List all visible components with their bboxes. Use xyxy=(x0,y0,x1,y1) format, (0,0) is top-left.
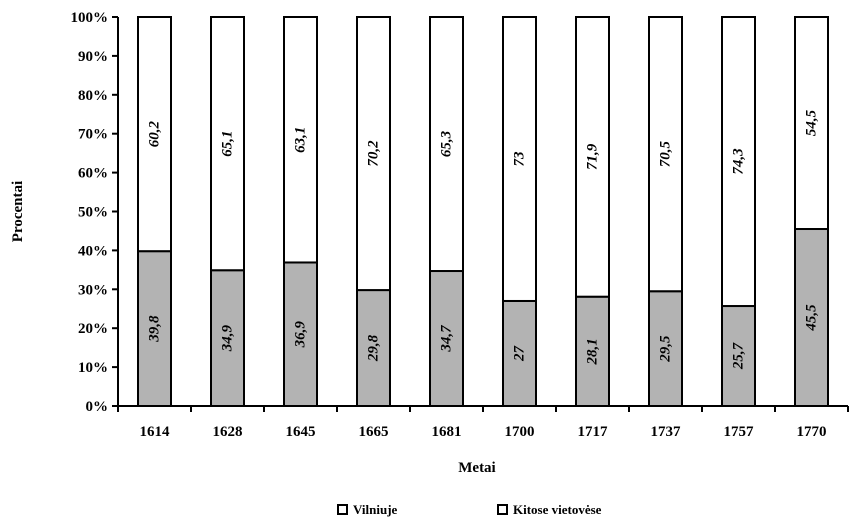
data-label: 70,2 xyxy=(366,140,382,167)
data-label: 27 xyxy=(512,345,528,362)
y-tick-label: 50% xyxy=(78,205,108,221)
x-tick-label: 1700 xyxy=(505,424,535,440)
bar-segment-kitose-vietovese xyxy=(721,16,756,308)
x-tick-label: 1665 xyxy=(359,424,389,440)
bar-segment-kitose-vietovese xyxy=(794,16,829,231)
data-label: 29,8 xyxy=(366,334,382,362)
bar-segment-vilniuje xyxy=(721,305,756,408)
y-tick-label: 40% xyxy=(78,243,108,259)
data-label: 34,9 xyxy=(220,324,236,352)
data-label: 45,5 xyxy=(804,304,820,332)
legend-item-vilniuje: Vilniuje xyxy=(337,502,398,517)
data-label: 70,5 xyxy=(658,140,674,167)
data-label: 54,5 xyxy=(804,109,820,136)
bar-segment-kitose-vietovese xyxy=(429,16,464,273)
y-tick-label: 20% xyxy=(78,321,108,337)
bar-segment-vilniuje xyxy=(502,299,537,407)
x-tick-label: 1681 xyxy=(432,424,462,440)
data-label: 65,1 xyxy=(220,130,236,156)
legend-swatch-vilniuje xyxy=(337,504,348,515)
x-tick-label: 1757 xyxy=(724,424,755,440)
y-tick-label: 0% xyxy=(86,399,109,415)
bar-segment-vilniuje xyxy=(137,250,172,407)
y-tick-label: 100% xyxy=(71,10,109,26)
y-tick-label: 80% xyxy=(78,88,108,104)
data-label: 29,5 xyxy=(658,335,674,363)
x-tick-label: 1628 xyxy=(213,424,243,440)
bars-layer: 39,8 60,2 34,9 65,1 36,9 63,1 29,8 70,2 34,7 65,3… xyxy=(137,16,829,408)
legend-item-kitose-vietovese: Kitose vietovėse xyxy=(497,502,602,517)
y-axis-title: Procentai xyxy=(10,181,26,242)
legend-label-vilniuje: Vilniuje xyxy=(353,502,398,517)
data-label: 74,3 xyxy=(731,148,747,175)
data-label: 71,9 xyxy=(585,143,601,170)
bar-segment-kitose-vietovese xyxy=(575,16,610,298)
bar-segment-kitose-vietovese xyxy=(356,16,391,292)
bar-segment-kitose-vietovese xyxy=(137,16,172,253)
y-tick-label: 60% xyxy=(78,166,108,182)
x-tick-label: 1645 xyxy=(286,424,316,440)
bar-segment-kitose-vietovese xyxy=(502,16,537,302)
legend: Vilniuje Kitose vietovėse xyxy=(337,502,602,517)
legend-swatch-kitose-vietovese xyxy=(497,504,508,515)
y-tick-label: 90% xyxy=(78,49,108,65)
data-label: 65,3 xyxy=(439,130,455,157)
y-tick-label: 30% xyxy=(78,282,108,298)
x-tick-label: 1770 xyxy=(797,424,827,440)
x-tick-label: 1737 xyxy=(651,424,682,440)
data-label: 63,1 xyxy=(293,127,309,153)
data-label: 60,2 xyxy=(147,120,163,147)
x-axis-title: Metai xyxy=(458,460,495,476)
x-ticks: 1614 1628 1645 1665 1681 1700 1717 1737 1757 1770 xyxy=(117,406,849,440)
bar-segment-kitose-vietovese xyxy=(283,16,318,264)
x-tick-label: 1717 xyxy=(578,424,609,440)
data-label: 36,9 xyxy=(293,321,309,349)
bar-segment-vilniuje xyxy=(794,228,829,407)
data-label: 39,8 xyxy=(147,315,163,343)
data-label: 25,7 xyxy=(731,342,747,370)
bar-segment-kitose-vietovese xyxy=(648,16,683,293)
x-tick-label: 1614 xyxy=(140,424,171,440)
data-label: 73 xyxy=(512,151,528,167)
data-label: 34,7 xyxy=(439,325,455,353)
y-ticks: 0% 10% 20% 30% 40% 50% 60% 70% 80% 90% 100% xyxy=(71,10,118,415)
data-label: 28,1 xyxy=(585,338,601,365)
legend-label-kitose-vietovese: Kitose vietovėse xyxy=(513,502,602,517)
y-tick-label: 70% xyxy=(78,127,108,143)
bar-segment-kitose-vietovese xyxy=(210,16,245,272)
y-tick-label: 10% xyxy=(78,360,108,376)
